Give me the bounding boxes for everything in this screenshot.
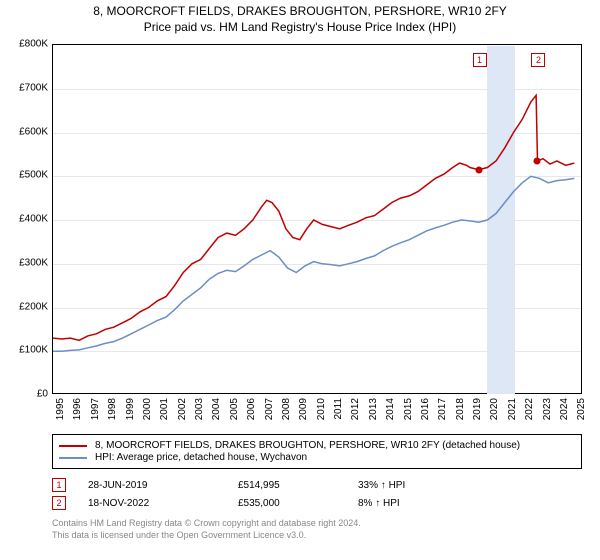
xtick-label: 2018 — [455, 398, 466, 420]
xtick-label: 2023 — [542, 398, 553, 420]
xtick-label: 2012 — [350, 398, 361, 420]
xtick-label: 2020 — [489, 398, 500, 420]
xtick-label: 2025 — [576, 398, 587, 420]
legend: 8, MOORCROFT FIELDS, DRAKES BROUGHTON, P… — [52, 434, 582, 469]
xtick-label: 2003 — [194, 398, 205, 420]
legend-row: 8, MOORCROFT FIELDS, DRAKES BROUGHTON, P… — [59, 440, 575, 451]
ytick-label: £500K — [19, 170, 48, 181]
chart-title-address: 8, MOORCROFT FIELDS, DRAKES BROUGHTON, P… — [0, 4, 600, 18]
xtick-label: 1996 — [72, 398, 83, 420]
xtick-label: 2004 — [211, 398, 222, 420]
sale-price: £514,995 — [238, 480, 358, 491]
sale-price: £535,000 — [238, 498, 358, 509]
sale-row: 1 28-JUN-2019£514,99533% ↑ HPI — [52, 478, 582, 492]
xtick-label: 2006 — [246, 398, 257, 420]
xtick-label: 2001 — [159, 398, 170, 420]
legend-row: HPI: Average price, detached house, Wych… — [59, 452, 575, 463]
xtick-label: 2008 — [281, 398, 292, 420]
xtick-label: 2010 — [316, 398, 327, 420]
xtick-label: 2000 — [142, 398, 153, 420]
footer-line-1: Contains HM Land Registry data © Crown c… — [52, 518, 361, 530]
chart-container: 8, MOORCROFT FIELDS, DRAKES BROUGHTON, P… — [0, 0, 600, 560]
legend-swatch — [59, 445, 87, 447]
ytick-label: £400K — [19, 214, 48, 225]
chart-area: 12 £0£100K£200K£300K£400K£500K£600K£700K… — [52, 44, 582, 394]
ytick-label: £600K — [19, 126, 48, 137]
xtick-label: 2024 — [559, 398, 570, 420]
sale-pct: 8% ↑ HPI — [358, 498, 400, 509]
xtick-label: 2022 — [524, 398, 535, 420]
legend-label: HPI: Average price, detached house, Wych… — [95, 452, 307, 463]
footer-line-2: This data is licensed under the Open Gov… — [52, 530, 361, 542]
sale-dot — [534, 157, 541, 164]
xtick-label: 2007 — [264, 398, 275, 420]
xtick-label: 2002 — [177, 398, 188, 420]
ytick-label: £200K — [19, 301, 48, 312]
sale-pct: 33% ↑ HPI — [358, 480, 405, 491]
xtick-label: 1998 — [107, 398, 118, 420]
ytick-label: £800K — [19, 39, 48, 50]
xtick-label: 2021 — [507, 398, 518, 420]
plot-region: 12 — [52, 44, 582, 394]
xtick-label: 2013 — [368, 398, 379, 420]
sale-date: 28-JUN-2019 — [88, 480, 238, 491]
ytick-label: £300K — [19, 257, 48, 268]
xtick-label: 2015 — [403, 398, 414, 420]
xtick-label: 1997 — [90, 398, 101, 420]
sales-table: 1 28-JUN-2019£514,99533% ↑ HPI 2 18-NOV-202… — [52, 474, 582, 514]
xtick-label: 2005 — [229, 398, 240, 420]
series-hpi — [53, 176, 574, 351]
ytick-label: £0 — [37, 389, 48, 400]
sale-num-box: 2 — [52, 496, 66, 510]
chart-subtitle: Price paid vs. HM Land Registry's House … — [0, 20, 600, 34]
xtick-label: 1995 — [55, 398, 66, 420]
xtick-label: 2011 — [333, 398, 344, 420]
ytick-label: £700K — [19, 82, 48, 93]
legend-label: 8, MOORCROFT FIELDS, DRAKES BROUGHTON, P… — [95, 440, 520, 451]
xtick-label: 2014 — [385, 398, 396, 420]
ytick-label: £100K — [19, 345, 48, 356]
xtick-label: 2017 — [437, 398, 448, 420]
footer-attribution: Contains HM Land Registry data © Crown c… — [52, 518, 361, 541]
xtick-label: 2019 — [472, 398, 483, 420]
xtick-label: 1999 — [125, 398, 136, 420]
sale-num-box: 1 — [52, 478, 66, 492]
sale-marker-box: 2 — [531, 53, 545, 67]
xtick-label: 2016 — [420, 398, 431, 420]
xtick-label: 2009 — [298, 398, 309, 420]
sale-row: 2 18-NOV-2022£535,0008% ↑ HPI — [52, 496, 582, 510]
sale-marker-box: 1 — [473, 53, 487, 67]
sale-dot — [475, 166, 482, 173]
series-property — [53, 95, 574, 340]
title-block: 8, MOORCROFT FIELDS, DRAKES BROUGHTON, P… — [0, 0, 600, 34]
legend-swatch — [59, 457, 87, 459]
line-series-svg — [53, 45, 583, 395]
sale-date: 18-NOV-2022 — [88, 498, 238, 509]
